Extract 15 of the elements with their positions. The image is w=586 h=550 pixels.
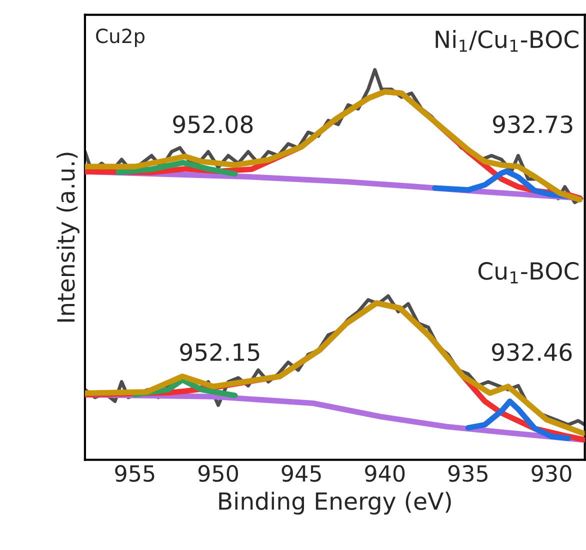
- annotation: 932.46: [492, 343, 572, 362]
- text: Cu2p: [96, 28, 145, 48]
- x-tick-label: 935: [448, 465, 488, 482]
- annotation: 932.73: [493, 115, 572, 134]
- x-tick-label: 945: [282, 465, 321, 482]
- annotation: Cu$_{1}$-BOC: [478, 262, 578, 284]
- x-tick-label: 930: [532, 465, 572, 482]
- annotation: 952.08: [173, 115, 253, 134]
- y-axis-title: Intensity (a.u.): [56, 152, 80, 322]
- x-tick-label: 940: [365, 465, 405, 482]
- text: Ni$_{1}$/Cu$_{1}$-BOC: [436, 30, 578, 52]
- annotation: 952.15: [180, 343, 260, 362]
- x-tick-label: 950: [198, 465, 238, 482]
- x-axis-title: Binding Energy (eV): [219, 492, 451, 515]
- x-tick-label: 955: [115, 465, 154, 482]
